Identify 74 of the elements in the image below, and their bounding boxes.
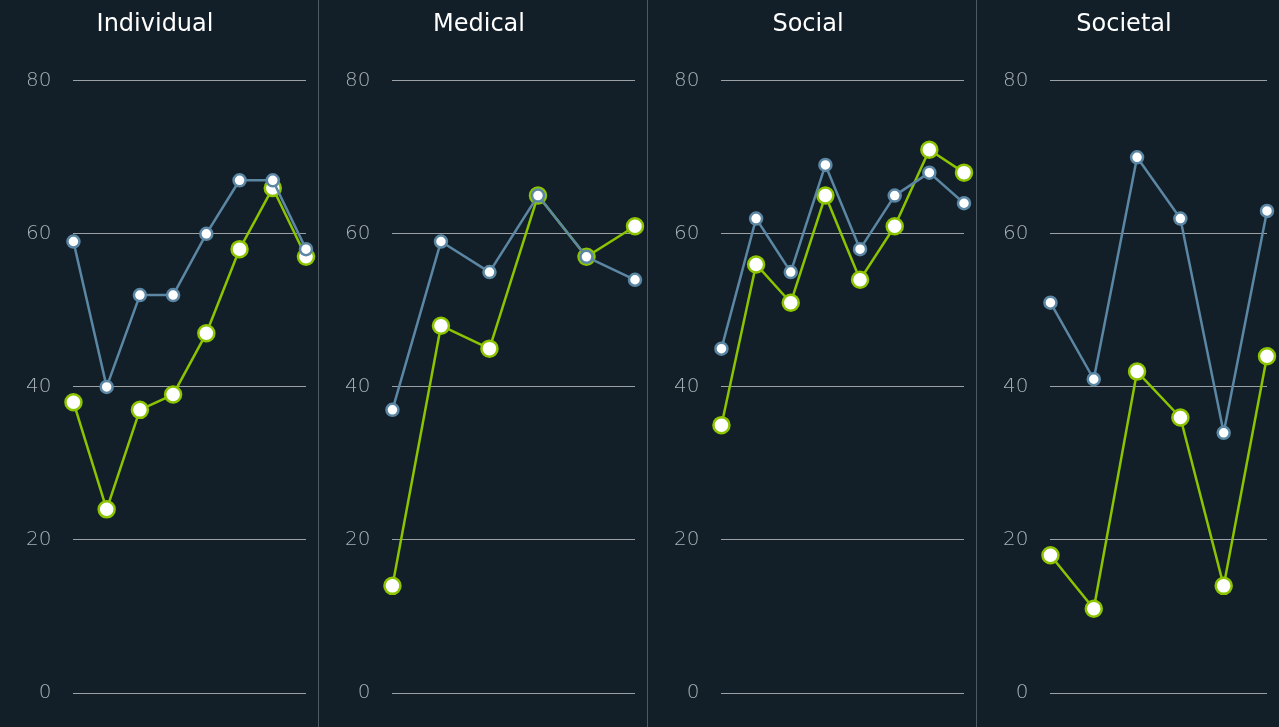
- y-tick-label: 40: [1003, 373, 1029, 398]
- point: [783, 264, 798, 280]
- point: [99, 379, 114, 395]
- point: [130, 400, 150, 420]
- point: [625, 216, 645, 236]
- point: [298, 241, 314, 257]
- point: [922, 165, 937, 180]
- y-tick-label: 60: [26, 220, 52, 245]
- point: [482, 264, 497, 280]
- point: [385, 402, 400, 418]
- point: [712, 415, 731, 435]
- point: [1086, 372, 1102, 387]
- point: [199, 226, 214, 242]
- point: [748, 211, 764, 226]
- point: [197, 324, 216, 343]
- point: [1216, 425, 1231, 441]
- point: [1173, 211, 1188, 226]
- point: [265, 173, 281, 188]
- y-tick-label: 60: [345, 220, 371, 245]
- y-tick-label: 0: [686, 679, 700, 704]
- chart-title: Individual: [96, 8, 214, 37]
- point: [431, 316, 451, 335]
- point: [1257, 347, 1277, 366]
- y-tick-label: 20: [1003, 526, 1029, 551]
- point: [97, 500, 116, 519]
- chart-title: Medical: [433, 8, 525, 37]
- point: [781, 293, 800, 312]
- point: [230, 239, 249, 259]
- y-tick-label: 40: [674, 373, 700, 398]
- point: [163, 385, 183, 404]
- y-tick-label: 80: [674, 67, 700, 91]
- point: [1171, 408, 1190, 427]
- point: [714, 341, 729, 356]
- chart-title: Societal: [1076, 8, 1172, 37]
- point: [746, 255, 766, 274]
- point: [885, 216, 904, 236]
- point: [165, 287, 181, 303]
- point: [1084, 599, 1104, 619]
- point: [1259, 203, 1275, 219]
- y-tick-label: 20: [26, 526, 52, 551]
- y-tick-label: 60: [674, 220, 700, 245]
- point: [816, 186, 835, 205]
- point: [232, 173, 247, 188]
- y-tick-label: 80: [1003, 67, 1029, 91]
- point: [852, 241, 868, 257]
- point: [1129, 150, 1145, 165]
- point: [1214, 576, 1233, 596]
- point: [954, 163, 974, 182]
- point: [1043, 295, 1058, 310]
- point: [920, 140, 939, 159]
- y-tick-label: 80: [26, 67, 52, 91]
- point: [480, 339, 499, 358]
- y-tick-label: 60: [1003, 220, 1029, 245]
- y-tick-label: 20: [674, 526, 700, 551]
- point: [1127, 362, 1147, 381]
- point: [850, 270, 870, 290]
- point: [627, 272, 643, 288]
- point: [66, 234, 81, 249]
- point: [818, 157, 833, 173]
- point: [1041, 546, 1060, 565]
- point: [383, 576, 402, 596]
- point: [956, 195, 972, 211]
- y-tick-label: 0: [357, 679, 371, 704]
- point: [887, 188, 902, 203]
- y-tick-label: 0: [1015, 679, 1029, 704]
- chart-title: Social: [772, 8, 844, 37]
- y-tick-label: 80: [345, 67, 371, 91]
- y-tick-label: 40: [345, 373, 371, 398]
- y-tick-label: 0: [38, 679, 52, 704]
- point: [64, 392, 83, 412]
- point: [132, 287, 148, 303]
- point: [433, 234, 449, 249]
- y-tick-label: 40: [26, 373, 52, 398]
- y-tick-label: 20: [345, 526, 371, 551]
